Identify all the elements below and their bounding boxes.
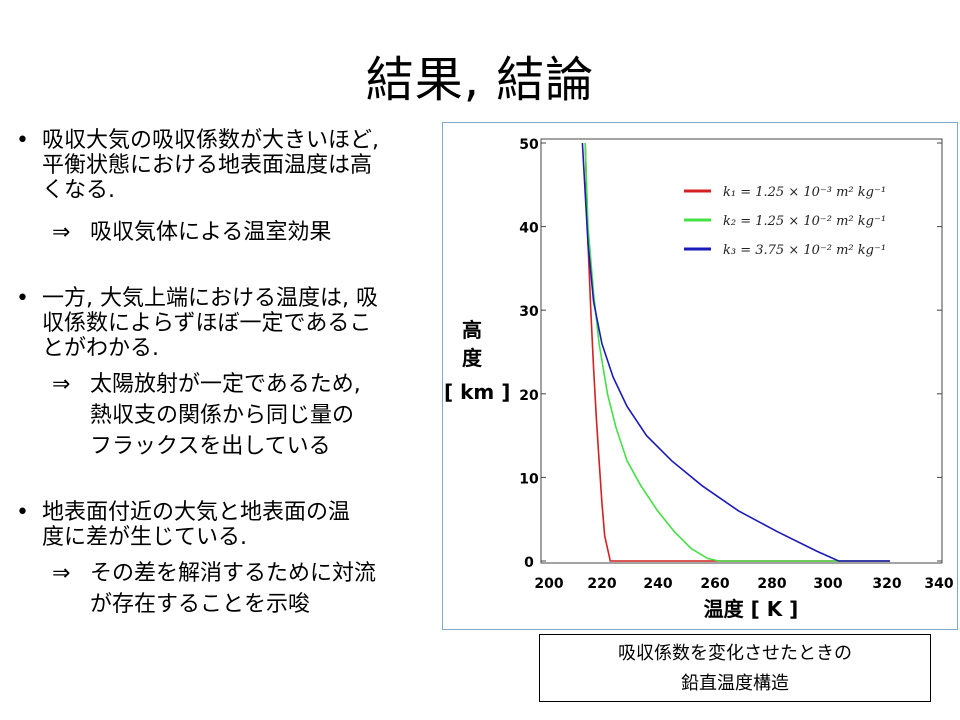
sub-item: ⇒ 吸収気体による温室効果 <box>52 217 444 248</box>
sub-text: 吸収気体による温室効果 <box>90 220 332 245</box>
x-tick-label: 320 <box>872 576 901 592</box>
y-tick-label: 40 <box>519 221 539 237</box>
x-tick-label: 200 <box>534 576 563 592</box>
sub-item: ⇒ その差を解消するために対流 が存在することを示唆 <box>52 558 444 620</box>
implies-arrow: ⇒ <box>52 372 71 397</box>
x-tick-label: 300 <box>813 576 842 592</box>
x-tick-label: 280 <box>757 576 786 592</box>
caption-line: 鉛直温度構造 <box>681 673 789 694</box>
bullet-text: 度に差が生じている. <box>42 525 247 550</box>
implies-arrow: ⇒ <box>52 220 71 245</box>
bullet-text: 地表面付近の大気と地表面の温 <box>42 500 351 525</box>
x-tick-label: 260 <box>700 576 729 592</box>
bullet-dot: • <box>16 500 29 525</box>
bullet-text: くなる. <box>42 178 115 203</box>
caption-line: 吸収係数を変化させたときの <box>618 643 852 664</box>
temperature-profile-chart: 0 10 20 30 40 50 200 220 240 260 280 300 320 340 温度 [ … <box>519 137 954 621</box>
sub-text: が存在することを示唆 <box>90 592 311 617</box>
y-tick-label: 0 <box>524 555 534 571</box>
plot-frame <box>540 138 943 564</box>
series-line-3 <box>581 142 890 562</box>
y-axis-label-2: 度 <box>462 346 482 370</box>
sub-text: 熱収支の関係から同じ量の <box>90 403 355 428</box>
bullet-text: とがわかる. <box>42 336 159 361</box>
bullet-dot: • <box>16 286 29 311</box>
slide-title: 結果, 結論 <box>365 52 595 108</box>
series-line-2 <box>584 142 890 562</box>
y-tick-label: 20 <box>519 388 539 404</box>
bullet-text: 収係数によらずほぼ一定であるこ <box>42 311 372 336</box>
bullet-list: • 吸収大気の吸収係数が大きいほど, 平衡状態における地表面温度は高 くなる. … <box>14 128 444 620</box>
x-tick-label: 240 <box>643 576 672 592</box>
sub-item: ⇒ 太陽放射が一定であるため, 熱収支の関係から同じ量の フラックスを出している <box>52 369 444 462</box>
legend-label-3: k₃ = 3.75 × 10⁻² m² kg⁻¹ <box>723 243 886 258</box>
bullet-dot: • <box>16 128 29 153</box>
figure-frame: 0 10 20 30 40 50 200 220 240 260 280 300 320 340 温度 [ … <box>442 122 958 630</box>
legend-label-1: k₁ = 1.25 × 10⁻³ m² kg⁻¹ <box>723 185 886 200</box>
y-tick-label: 10 <box>519 471 539 487</box>
y-axis-unit: [ km ] <box>444 380 511 404</box>
bullet-item: • 地表面付近の大気と地表面の温 度に差が生じている. <box>14 500 444 550</box>
sub-text: その差を解消するために対流 <box>90 561 377 586</box>
implies-arrow: ⇒ <box>52 561 71 586</box>
y-tick-label: 30 <box>519 304 539 320</box>
bullet-item: • 一方, 大気上端における温度は, 吸 収係数によらずほぼ一定であるこ とがわ… <box>14 286 444 361</box>
legend-label-2: k₂ = 1.25 × 10⁻² m² kg⁻¹ <box>723 214 886 229</box>
y-axis-label-1: 高 <box>462 318 482 342</box>
bullet-item: • 吸収大気の吸収係数が大きいほど, 平衡状態における地表面温度は高 くなる. <box>14 128 444 203</box>
sub-text: 太陽放射が一定であるため, <box>90 372 361 397</box>
x-tick-label: 220 <box>587 576 616 592</box>
figure-caption: 吸収係数を変化させたときの 鉛直温度構造 <box>539 634 931 702</box>
x-tick-label: 340 <box>924 576 953 592</box>
bullet-text: 平衡状態における地表面温度は高 <box>42 153 373 178</box>
sub-text: フラックスを出している <box>90 434 331 459</box>
bullet-text: 吸収大気の吸収係数が大きいほど, <box>42 128 379 153</box>
bullet-text: 一方, 大気上端における温度は, 吸 <box>42 286 378 311</box>
x-axis-label: 温度 [ K ] <box>704 597 799 621</box>
series-line-1 <box>584 142 890 562</box>
y-tick-label: 50 <box>519 137 539 153</box>
